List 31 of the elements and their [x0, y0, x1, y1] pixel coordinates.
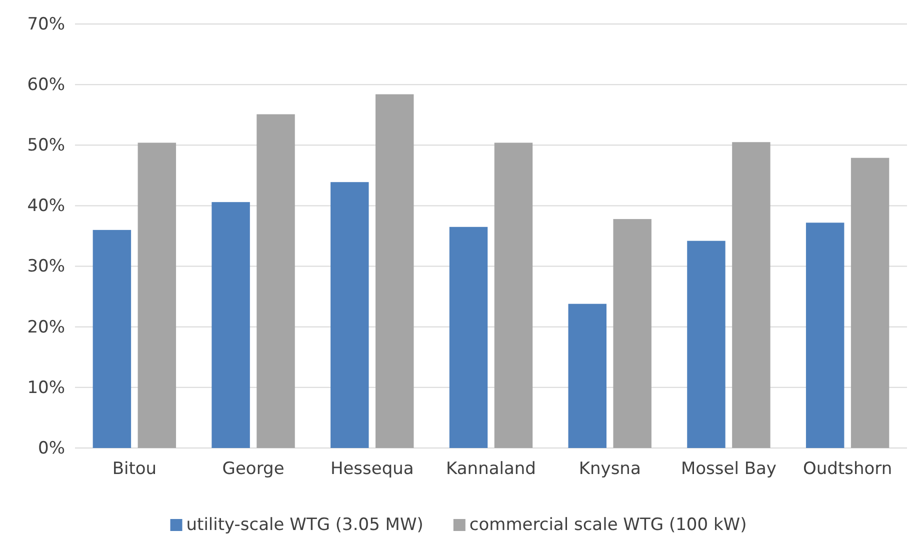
bar — [806, 222, 844, 448]
y-tick-label: 60% — [27, 75, 65, 96]
bar — [138, 142, 176, 448]
legend-label: commercial scale WTG (100 kW) — [469, 515, 747, 535]
x-tick-label: Hessequa — [330, 459, 414, 480]
y-tick-label: 20% — [27, 317, 65, 338]
x-tick-label: Knysna — [578, 459, 641, 480]
bar — [376, 94, 414, 448]
bar — [850, 158, 890, 448]
bar — [449, 226, 488, 448]
bar — [330, 182, 369, 448]
x-tick-label: Mossel Bay — [680, 459, 776, 480]
x-tick-label: Kannaland — [446, 459, 536, 480]
y-tick-label: 30% — [27, 256, 65, 277]
x-tick-label: Oudtshorn — [803, 459, 892, 480]
bar — [212, 202, 250, 448]
legend-label: utility-scale WTG (3.05 MW) — [186, 515, 424, 535]
bar — [568, 304, 606, 448]
bar — [613, 219, 652, 448]
y-tick-label: 40% — [27, 196, 65, 216]
x-tick-label: George — [222, 459, 284, 480]
bar — [732, 142, 770, 448]
bar — [256, 114, 295, 448]
x-tick-label: Bitou — [112, 459, 157, 480]
bar — [687, 240, 726, 448]
bar — [494, 142, 533, 448]
bar — [92, 230, 132, 448]
y-tick-label: 70% — [27, 14, 65, 34]
y-tick-label: 10% — [27, 378, 65, 398]
y-tick-label: 50% — [27, 136, 65, 156]
y-tick-label: 0% — [38, 438, 65, 458]
